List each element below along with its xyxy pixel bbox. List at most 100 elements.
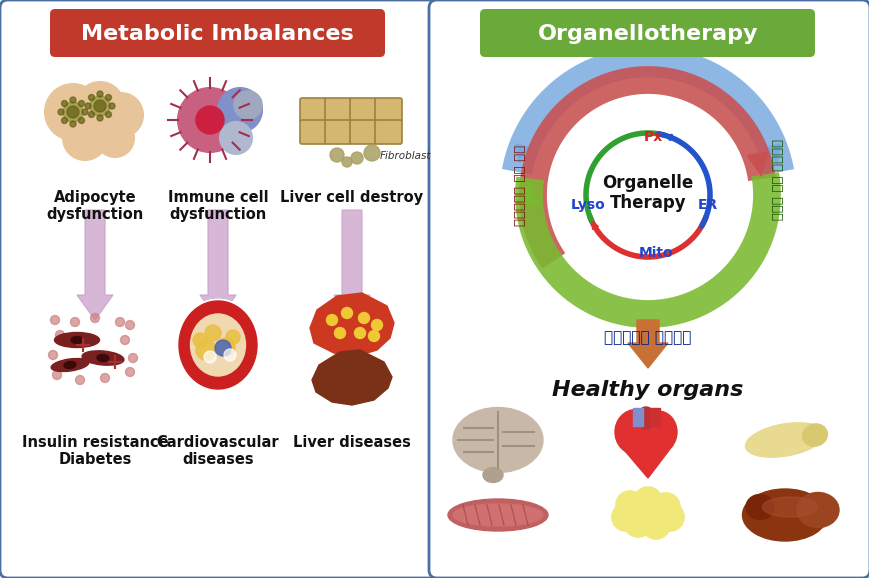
Circle shape (342, 307, 352, 318)
Circle shape (116, 317, 124, 327)
Ellipse shape (71, 336, 83, 343)
Circle shape (90, 96, 109, 116)
Ellipse shape (745, 423, 824, 457)
Ellipse shape (453, 407, 542, 472)
Circle shape (50, 316, 59, 324)
Circle shape (99, 93, 143, 137)
Ellipse shape (761, 497, 817, 517)
Ellipse shape (82, 351, 123, 365)
FancyBboxPatch shape (428, 0, 869, 578)
Circle shape (82, 109, 88, 115)
Ellipse shape (173, 300, 262, 400)
Circle shape (354, 328, 365, 339)
Circle shape (216, 338, 235, 356)
Text: Metabolic Imbalances: Metabolic Imbalances (81, 24, 353, 44)
Circle shape (193, 333, 207, 347)
Text: 생체에너지 대사 조절: 생체에너지 대사 조절 (514, 144, 527, 225)
Circle shape (125, 368, 135, 376)
Ellipse shape (482, 468, 502, 483)
Circle shape (105, 95, 111, 101)
Polygon shape (627, 320, 667, 368)
Circle shape (70, 317, 79, 327)
Circle shape (52, 370, 62, 380)
Text: ER: ER (697, 198, 717, 212)
Circle shape (76, 376, 84, 384)
Circle shape (96, 115, 103, 121)
Circle shape (220, 122, 252, 154)
Circle shape (45, 84, 101, 140)
Circle shape (634, 487, 661, 515)
FancyBboxPatch shape (325, 98, 352, 122)
Circle shape (334, 328, 345, 339)
Circle shape (641, 511, 669, 539)
Circle shape (329, 148, 343, 162)
Circle shape (196, 106, 223, 134)
Polygon shape (312, 350, 392, 405)
Circle shape (203, 351, 216, 363)
Text: Adipocyte
dysfunction: Adipocyte dysfunction (46, 190, 143, 223)
Ellipse shape (802, 424, 826, 446)
Text: Fibroblast: Fibroblast (380, 151, 431, 161)
Ellipse shape (745, 495, 773, 520)
Circle shape (623, 509, 651, 537)
FancyBboxPatch shape (375, 98, 401, 122)
Text: Immune cell
dysfunction: Immune cell dysfunction (168, 190, 268, 223)
Circle shape (89, 112, 95, 117)
Bar (649, 408, 660, 426)
Ellipse shape (638, 411, 676, 453)
Circle shape (56, 331, 64, 339)
Circle shape (350, 152, 362, 164)
Circle shape (205, 325, 221, 341)
Circle shape (62, 101, 68, 106)
Circle shape (326, 314, 337, 325)
FancyBboxPatch shape (50, 9, 385, 57)
Circle shape (78, 117, 84, 124)
Polygon shape (620, 445, 673, 478)
Circle shape (96, 119, 134, 157)
Text: Organellotherapy: Organellotherapy (537, 24, 758, 44)
Circle shape (90, 313, 99, 323)
Circle shape (109, 103, 115, 109)
Circle shape (76, 82, 124, 130)
Circle shape (63, 116, 107, 160)
Circle shape (371, 320, 382, 331)
Circle shape (62, 117, 68, 124)
Circle shape (215, 340, 231, 356)
Circle shape (196, 340, 216, 360)
Ellipse shape (448, 499, 547, 531)
Circle shape (89, 95, 95, 101)
Circle shape (574, 122, 720, 268)
Circle shape (63, 102, 83, 122)
Text: 세포대사 기제 활성화: 세포대사 기제 활성화 (770, 139, 783, 221)
FancyBboxPatch shape (480, 9, 814, 57)
Text: Cardiovascular
diseases: Cardiovascular diseases (156, 435, 279, 468)
Ellipse shape (614, 409, 656, 454)
Circle shape (226, 330, 240, 344)
Circle shape (105, 112, 111, 117)
Ellipse shape (51, 358, 89, 372)
Circle shape (223, 349, 235, 361)
Circle shape (125, 320, 135, 329)
Circle shape (129, 354, 137, 362)
Text: Healthy organs: Healthy organs (552, 380, 743, 400)
Polygon shape (334, 210, 369, 320)
Circle shape (101, 373, 109, 383)
FancyBboxPatch shape (349, 98, 376, 122)
Circle shape (368, 331, 379, 342)
Circle shape (363, 145, 380, 161)
Circle shape (178, 88, 242, 152)
Text: Insulin resistance
Diabetes: Insulin resistance Diabetes (22, 435, 168, 468)
Circle shape (655, 503, 683, 531)
Circle shape (651, 493, 680, 521)
Circle shape (70, 97, 76, 103)
FancyBboxPatch shape (349, 120, 376, 144)
Circle shape (358, 313, 369, 324)
Ellipse shape (796, 492, 838, 528)
Polygon shape (77, 210, 113, 320)
Text: Organelle
Therapy: Organelle Therapy (601, 173, 693, 212)
Text: Liver cell destroy: Liver cell destroy (280, 190, 423, 205)
Circle shape (85, 103, 91, 109)
Circle shape (615, 491, 643, 519)
Circle shape (611, 503, 640, 531)
Text: Px: Px (643, 130, 662, 144)
